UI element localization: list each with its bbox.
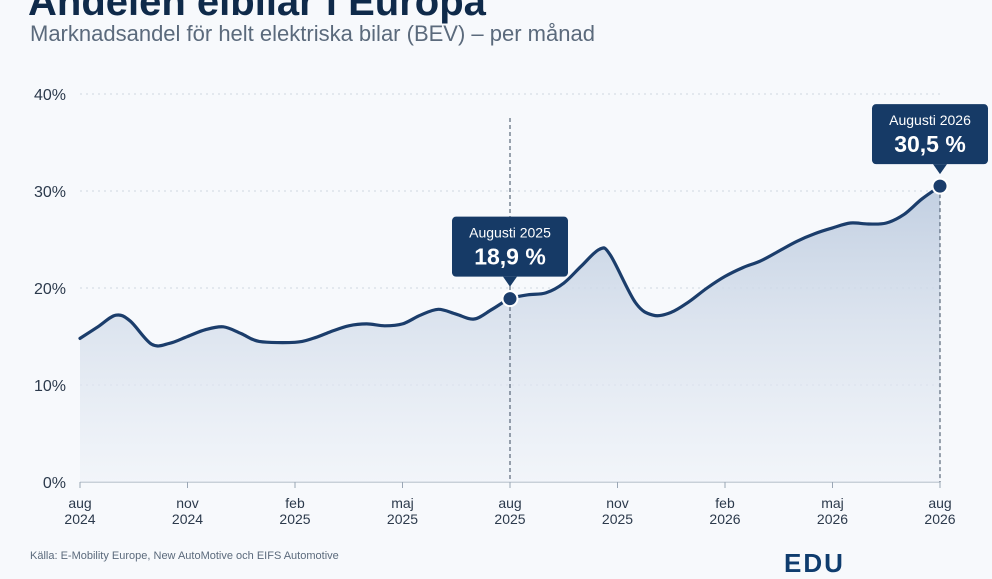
x-tick-label: feb [285,495,305,511]
x-tick-year: 2025 [387,511,418,527]
x-tick-label: aug [68,495,91,511]
source-note: Källa: E-Mobility Europe, New AutoMotive… [30,550,339,562]
x-tick-label: aug [928,495,951,511]
annotation-point [931,177,949,195]
series-line [78,184,942,348]
x-tick-year: 2024 [172,511,203,527]
x-tick-year: 2025 [279,511,310,527]
y-tick-label: 10% [34,378,66,395]
y-tick-label: 30% [34,184,66,201]
chart-subtitle: Marknadsandel för helt elektriska bilar … [30,21,595,46]
x-tick-label: aug [498,495,521,511]
x-axis: aug2024nov2024feb2025maj2025aug2025nov20… [64,482,956,527]
callout-value: 30,5 % [894,131,966,157]
x-tick-label: maj [821,495,844,511]
callout-label: Augusti 2025 [469,225,551,241]
y-tick-label: 0% [43,475,66,492]
x-tick-label: nov [606,495,629,511]
series-area [80,186,940,482]
y-axis: 0% 10% 20% 30% 40% [34,87,66,492]
x-tick-year: 2025 [494,511,525,527]
x-tick-label: feb [715,495,735,511]
x-tick-year: 2026 [924,511,955,527]
annotations: Augusti 2025 18,9 % Augusti 2026 30,5 % [452,104,988,308]
x-tick-label: maj [391,495,414,511]
annotation-point [501,290,519,308]
y-tick-label: 20% [34,281,66,298]
x-tick-year: 2024 [64,511,95,527]
x-tick-year: 2026 [817,511,848,527]
x-tick-year: 2026 [709,511,740,527]
chart-area: 0%10%20%30%40% aug2024nov2024feb2025maj2… [34,87,988,527]
callout-box [872,104,988,165]
callout-box [452,216,568,277]
callout-pointer [503,276,517,287]
publisher-logo: EDU [784,548,845,578]
callout-pointer [933,164,947,175]
x-tick-year: 2025 [602,511,633,527]
callout-label: Augusti 2026 [889,112,971,128]
callout-value: 18,9 % [474,244,546,270]
x-tick-label: nov [176,495,199,511]
y-tick-label: 40% [34,87,66,104]
chart-title: Andelen elbilar i Europa [28,0,486,24]
